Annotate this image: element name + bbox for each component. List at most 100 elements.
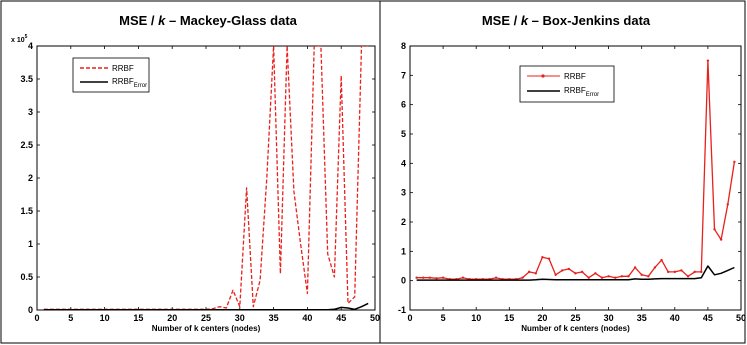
right-series-rrbf-point	[567, 267, 571, 271]
left-x-tick-label: 20	[167, 313, 177, 323]
left-x-tick-label: 10	[100, 313, 110, 323]
left-y-tick-label: 3	[28, 107, 33, 117]
right-series-rrbf-point	[627, 275, 630, 278]
left-y-tick-label: 2	[28, 173, 33, 183]
left-y-tick-label: 1	[28, 239, 33, 249]
right-y-tick-label: 8	[401, 41, 406, 51]
left-y-tick-label: 4	[28, 41, 33, 51]
left-legend-rrbf-label: RRBF	[112, 64, 134, 73]
right-series-rrbf-point	[673, 270, 676, 274]
left-x-tick-label: 25	[201, 313, 211, 323]
right-series-rrbf-point	[700, 270, 703, 274]
right-legend: RRBF RRBFError	[519, 65, 615, 103]
right-y-tick-label: 1	[401, 246, 406, 256]
left-x-tick-label: 45	[336, 313, 346, 323]
left-legend-box	[72, 57, 150, 93]
right-series-rrbf-point	[620, 275, 624, 278]
right-series-rrbf-point	[719, 238, 723, 241]
right-series-rrbf-point	[554, 273, 557, 276]
right-series-rrbf-point	[607, 275, 610, 278]
right-series-rrbf-point	[428, 276, 432, 279]
right-y-tick-label: 0	[401, 276, 406, 286]
right-series-rrbf-point	[666, 270, 670, 274]
right-series-rrbf-point	[541, 256, 544, 259]
right-series-rrbf-point	[527, 270, 531, 274]
right-series-rrbf-point	[547, 257, 551, 260]
right-series-rrbf-point	[726, 203, 729, 206]
right-legend-rrbf-marker	[541, 74, 545, 78]
right-x-tick-label: 35	[637, 313, 647, 323]
right-series-rrbf-point	[647, 275, 650, 278]
right-y-tick-label: 3	[401, 188, 406, 198]
left-x-tick-label: 0	[34, 313, 39, 323]
right-y-tick-label: -1	[398, 305, 406, 315]
right-series-rrbf-point	[580, 270, 584, 274]
right-x-tick-label: 15	[504, 313, 514, 323]
left-x-tick-label: 5	[68, 313, 73, 323]
right-series-rrbf-point	[574, 272, 577, 275]
right-series-rrbf-point	[686, 275, 690, 278]
right-y-tick-label: 2	[401, 217, 406, 227]
left-y-multiplier: x 105	[11, 34, 28, 44]
right-x-tick-label: 40	[670, 313, 680, 323]
right-series-rrbf-point	[660, 258, 663, 262]
right-series-rrbf-point	[600, 276, 604, 279]
right-x-tick-label: 10	[471, 313, 481, 323]
right-x-tick-label: 45	[703, 313, 713, 323]
right-y-tick-label: 7	[401, 70, 406, 80]
right-x-tick-label: 50	[736, 313, 746, 323]
left-chart-axes: 0 5 10 15 20 25 30 35 40 45 50 0 0.5 1 1.5 2 2.5 3 3.5 4 Num…	[20, 41, 380, 333]
left-y-tick-label: 2.5	[20, 140, 33, 150]
right-series-rrbf-point	[534, 272, 537, 275]
left-y-tick-label: 3.5	[20, 74, 33, 84]
right-series-rrbf-point	[733, 160, 736, 164]
right-series-rrbf-point	[441, 276, 445, 279]
left-x-tick-label: 40	[302, 313, 312, 323]
right-series-rrbf-point	[521, 276, 524, 279]
right-x-tick-label: 30	[604, 313, 614, 323]
right-series-rrbf-point	[587, 276, 590, 279]
left-legend: RRBF RRBFError	[72, 57, 150, 93]
right-series-rrbf-point	[594, 272, 597, 275]
right-x-tick-label: 5	[441, 313, 446, 323]
right-series-rrbf-point	[415, 276, 418, 279]
left-x-tick-label: 35	[269, 313, 279, 323]
left-x-axis-label: Number of k centers (nodes)	[152, 324, 261, 333]
left-y-tick-label: 0	[28, 305, 33, 315]
left-x-tick-label: 15	[133, 313, 143, 323]
right-y-tick-label: 6	[401, 100, 406, 110]
right-series-rrbf-point	[633, 266, 637, 269]
right-series-rrbf-point	[680, 269, 683, 272]
right-series-rrbf-error-line	[416, 265, 735, 281]
right-y-tick-label: 5	[401, 129, 406, 139]
right-x-tick-label: 20	[537, 313, 547, 323]
left-x-tick-label: 30	[235, 313, 245, 323]
right-panel-frame	[379, 0, 746, 344]
right-x-tick-label: 25	[570, 313, 580, 323]
right-series-rrbf-point	[461, 276, 465, 279]
left-legend-error-label: RRBFError	[112, 77, 147, 89]
right-y-tick-label: 4	[401, 158, 406, 168]
right-x-tick-label: 0	[407, 313, 412, 323]
right-series-rrbf-point	[653, 266, 657, 269]
left-chart-title: MSE / k – Mackey-Glass data	[119, 13, 298, 28]
right-legend-rrbf-label: RRBF	[564, 72, 586, 81]
left-y-tick-label: 0.5	[20, 272, 33, 282]
right-series-rrbf-point	[706, 59, 710, 62]
right-legend-box	[519, 65, 615, 103]
left-series-rrbf-error-line	[43, 302, 369, 310]
right-series-rrbf-point	[561, 269, 564, 272]
right-series-rrbf-point	[693, 270, 696, 274]
right-series-rrbf-point	[640, 273, 643, 276]
right-legend-error-label: RRBFError	[564, 86, 599, 98]
right-series-rrbf-point	[422, 276, 425, 279]
left-y-tick-label: 1.5	[20, 206, 33, 216]
right-x-axis-label: Number of k centers (nodes)	[521, 324, 630, 333]
right-series-rrbf-point	[435, 277, 438, 280]
left-x-tick-label: 50	[370, 313, 380, 323]
right-series-rrbf-point	[713, 228, 716, 231]
right-series-rrbf-point	[494, 276, 498, 279]
right-chart-title: MSE / k – Box-Jenkins data	[482, 13, 651, 28]
